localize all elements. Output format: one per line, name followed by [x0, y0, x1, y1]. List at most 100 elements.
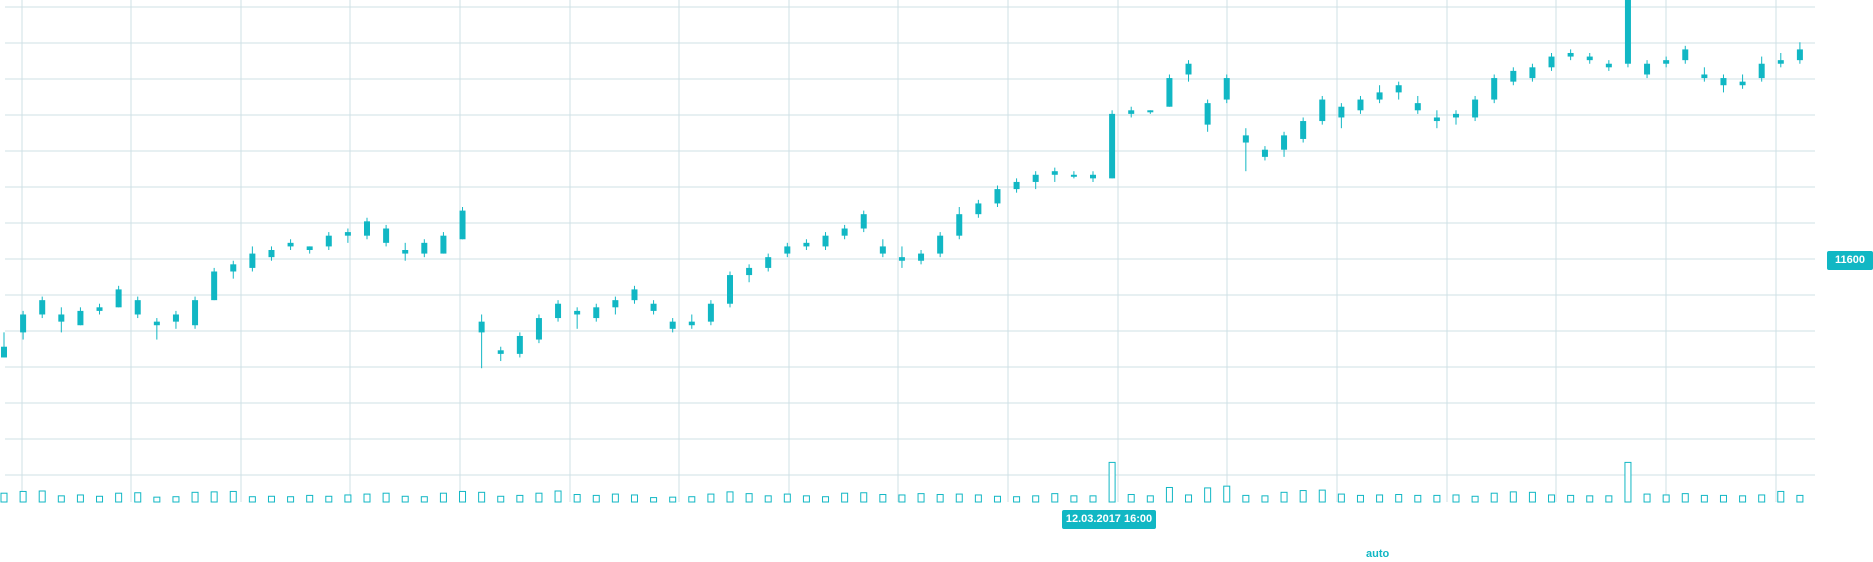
volume-bar: [172, 496, 180, 503]
volume-bar: [1567, 494, 1575, 503]
candle-body: [1242, 135, 1249, 143]
volume-bar: [1318, 489, 1326, 503]
candle-body: [440, 235, 447, 254]
candle-body: [1433, 117, 1440, 122]
candle-body: [1624, 0, 1631, 64]
candle-body: [1376, 92, 1383, 100]
volume-bar: [1051, 493, 1059, 503]
candle-body: [937, 235, 944, 254]
candle-body: [1701, 74, 1708, 79]
volume-bar: [325, 495, 333, 503]
candle-body: [1147, 110, 1154, 113]
volume-bar: [420, 496, 428, 503]
volume-bar: [306, 494, 314, 503]
volume-bar: [248, 496, 256, 503]
candle-body: [1051, 171, 1058, 175]
candle-body: [1663, 60, 1670, 64]
candle-body: [172, 314, 179, 322]
volume-bar: [1089, 495, 1097, 503]
volume-bar: [1146, 495, 1154, 503]
candle-body: [1777, 60, 1784, 64]
candle-body: [268, 250, 275, 258]
candle-body: [1319, 99, 1326, 122]
candle-body: [1128, 110, 1135, 114]
volume-bar: [650, 497, 658, 503]
volume-bar: [57, 495, 65, 503]
volume-bar: [1681, 493, 1689, 503]
volume-bar: [153, 496, 161, 503]
candle-body: [1070, 174, 1077, 177]
candle-body: [688, 321, 695, 326]
volume-bar: [363, 493, 371, 503]
volume-bar: [1337, 493, 1345, 503]
volume-bar: [19, 490, 27, 503]
candlestick-series: [1, 0, 1803, 369]
scale-mode-button[interactable]: auto: [1366, 548, 1390, 560]
candle-body: [402, 250, 409, 254]
candle-body: [1796, 49, 1803, 61]
volume-bar: [1261, 495, 1269, 503]
volume-bar: [1452, 494, 1460, 503]
volume-bar: [974, 494, 982, 503]
volume-bar: [841, 492, 849, 503]
candle-body: [1166, 78, 1173, 107]
candle-body: [1109, 113, 1116, 179]
volume-bar: [1185, 494, 1193, 503]
candle-body: [1185, 63, 1192, 75]
volume-bar: [1356, 494, 1364, 503]
volume-bar: [0, 492, 8, 503]
candle-body: [555, 303, 562, 319]
candle-body: [516, 335, 523, 354]
candle-body: [459, 210, 466, 240]
volume-bar: [802, 495, 810, 503]
candle-body: [841, 228, 848, 236]
volume-series: [0, 461, 1804, 503]
volume-bar: [1796, 494, 1804, 503]
candle-body: [1605, 63, 1612, 68]
volume-bar: [76, 494, 84, 503]
volume-bar: [707, 493, 715, 503]
volume-bar: [1643, 493, 1651, 503]
candle-body: [1548, 56, 1555, 68]
candle-body: [1758, 63, 1765, 79]
candle-body: [1586, 56, 1593, 61]
chart-grid: [5, 0, 1815, 502]
candle-body: [1720, 78, 1727, 86]
volume-bar: [993, 495, 1001, 503]
volume-bar: [459, 490, 467, 503]
candle-body: [918, 253, 925, 261]
volume-bar: [1204, 487, 1212, 503]
volume-bar: [1395, 494, 1403, 503]
volume-bar: [764, 495, 772, 503]
volume-bar: [1013, 496, 1021, 503]
candle-body: [325, 235, 332, 247]
volume-bar: [822, 496, 830, 503]
candle-body: [115, 289, 122, 308]
candle-body: [192, 300, 199, 326]
candle-body: [306, 246, 313, 250]
candle-body: [994, 189, 1001, 204]
candle-body: [1013, 181, 1020, 190]
candle-body: [746, 267, 753, 276]
volume-bar: [1242, 494, 1250, 503]
candle-body: [707, 303, 714, 322]
candle-body: [1682, 49, 1689, 61]
volume-bar: [1471, 495, 1479, 503]
volume-bar: [115, 492, 123, 503]
candle-body: [211, 271, 218, 301]
candle-body: [650, 303, 657, 311]
volume-bar: [1719, 494, 1727, 503]
volume-bar: [1280, 491, 1288, 503]
volume-bar: [267, 495, 275, 503]
candle-body: [383, 228, 390, 243]
candle-body: [898, 257, 905, 261]
candle-body: [478, 321, 485, 333]
volume-bar: [287, 496, 295, 503]
volume-bar: [1070, 495, 1078, 503]
candle-body: [1472, 99, 1479, 118]
volume-bar: [879, 494, 887, 503]
candle-body: [860, 214, 867, 229]
volume-bar: [1509, 491, 1517, 503]
candle-body: [230, 264, 237, 272]
